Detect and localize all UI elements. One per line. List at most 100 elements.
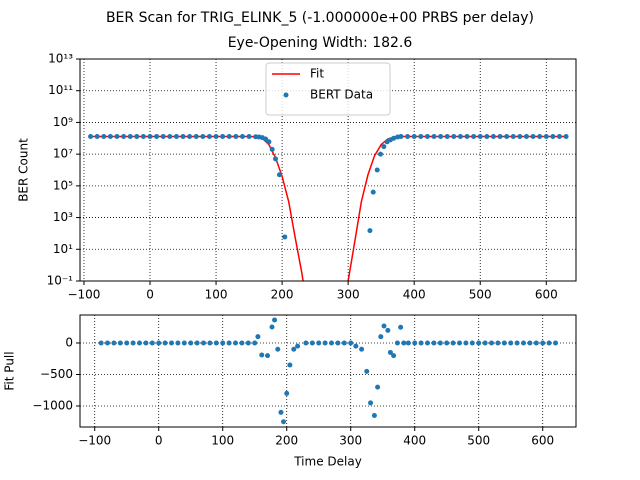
data-point: [272, 156, 278, 162]
data-point: [484, 133, 490, 139]
data-point: [401, 340, 407, 346]
data-point: [444, 340, 450, 346]
data-point: [181, 340, 187, 346]
data-point: [88, 133, 94, 139]
data-point: [303, 340, 309, 346]
x-tick-label: 0: [146, 288, 154, 302]
data-point: [156, 340, 162, 346]
data-point: [200, 133, 206, 139]
data-point: [94, 133, 100, 139]
data-point: [424, 133, 430, 139]
y-axis-label: Fit Pull: [3, 351, 17, 390]
x-tick-label: 0: [155, 434, 163, 448]
data-point: [140, 133, 146, 139]
data-point: [121, 133, 127, 139]
data-point: [281, 419, 287, 425]
data-point: [523, 133, 529, 139]
data-point: [206, 133, 212, 139]
data-point: [510, 133, 516, 139]
data-point: [149, 340, 155, 346]
y-tick-label: −500: [40, 367, 73, 381]
data-point: [490, 133, 496, 139]
data-point: [514, 340, 520, 346]
data-point: [398, 324, 404, 330]
x-tick-label: 300: [339, 434, 362, 448]
data-point: [269, 146, 275, 152]
data-point: [495, 340, 501, 346]
data-point: [278, 409, 284, 415]
data-point: [411, 133, 417, 139]
data-point: [482, 340, 488, 346]
data-point: [269, 324, 275, 330]
data-point: [167, 133, 173, 139]
data-point: [287, 362, 293, 368]
data-point: [543, 133, 549, 139]
data-point: [194, 340, 200, 346]
data-point: [335, 340, 341, 346]
y-tick-label: 10⁵: [53, 178, 73, 192]
data-point: [521, 340, 527, 346]
x-tick-label: 500: [469, 288, 492, 302]
data-point: [272, 317, 278, 323]
data-point: [463, 340, 469, 346]
data-point: [405, 340, 411, 346]
data-point: [437, 340, 443, 346]
data-point: [527, 340, 533, 346]
data-point: [359, 346, 365, 352]
data-point: [266, 139, 272, 145]
data-point: [246, 133, 252, 139]
data-point: [220, 340, 226, 346]
data-point: [501, 340, 507, 346]
data-point: [391, 353, 397, 359]
data-point: [233, 340, 239, 346]
fit-line: [90, 135, 567, 281]
data-point: [226, 133, 232, 139]
data-point: [265, 353, 271, 359]
data-point: [107, 133, 113, 139]
y-tick-label: 10³: [53, 210, 73, 224]
data-point: [391, 135, 397, 141]
data-point: [239, 340, 245, 346]
x-tick-label: −100: [67, 288, 100, 302]
data-point: [378, 334, 384, 340]
data-point: [364, 368, 370, 374]
data-point: [130, 340, 136, 346]
y-tick-label: −1000: [32, 399, 73, 413]
x-tick-label: 600: [535, 288, 558, 302]
data-point: [533, 340, 539, 346]
plot-area: [98, 317, 559, 425]
data-point: [457, 340, 463, 346]
y-axis-label: BER Count: [17, 138, 31, 202]
data-point: [213, 133, 219, 139]
data-point: [263, 136, 269, 142]
data-point: [517, 133, 523, 139]
data-point: [438, 133, 444, 139]
data-point: [367, 228, 373, 234]
data-point: [154, 133, 160, 139]
data-point: [540, 340, 546, 346]
data-point: [348, 340, 354, 346]
data-point: [143, 340, 149, 346]
legend-label: BERT Data: [310, 88, 373, 102]
data-point: [255, 334, 261, 340]
x-tick-label: 200: [271, 288, 294, 302]
data-point: [375, 384, 381, 390]
data-point: [207, 340, 213, 346]
x-tick-label: 600: [531, 434, 554, 448]
data-point: [124, 340, 130, 346]
data-point: [477, 133, 483, 139]
data-point: [239, 133, 245, 139]
data-point: [169, 340, 175, 346]
x-tick-label: 400: [403, 288, 426, 302]
y-tick-label: 0: [65, 335, 73, 349]
data-point: [370, 189, 376, 195]
data-point: [450, 340, 456, 346]
data-point: [101, 133, 107, 139]
data-point: [188, 340, 194, 346]
x-axis-label: Time Delay: [293, 455, 362, 469]
data-point: [193, 133, 199, 139]
data-point: [284, 390, 290, 396]
data-point: [381, 323, 387, 329]
chart-title: BER Scan for TRIG_ELINK_5 (-1.000000e+00…: [106, 10, 534, 26]
